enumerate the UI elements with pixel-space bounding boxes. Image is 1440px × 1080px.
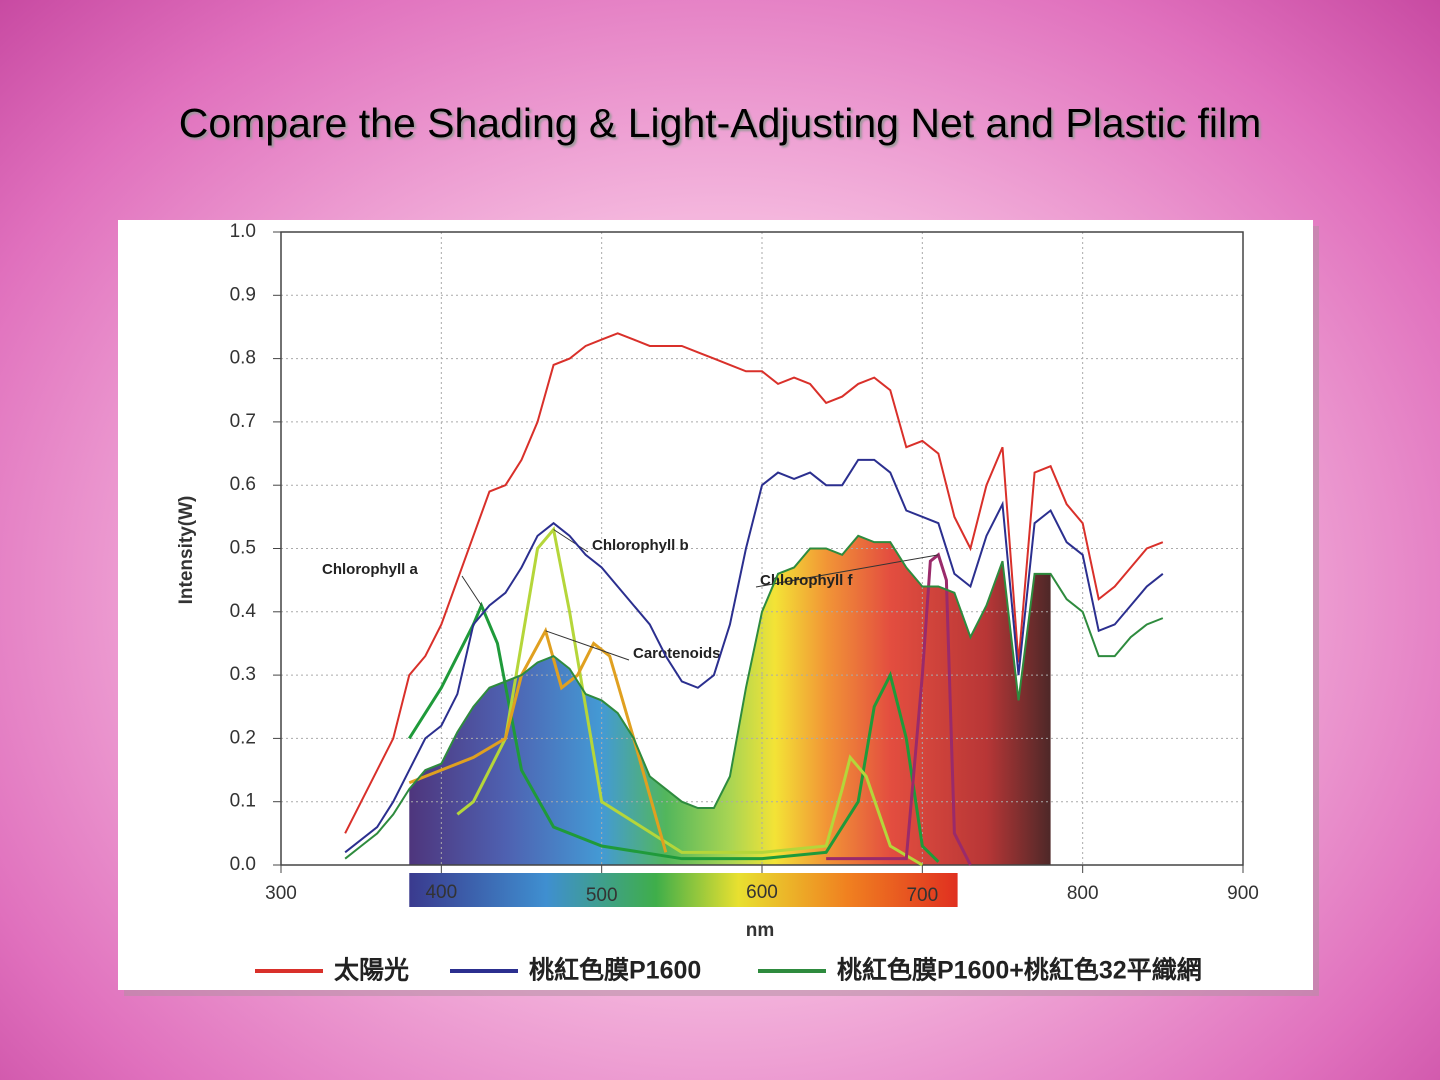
slide-title: Compare the Shading & Light-Adjusting Ne…	[178, 100, 1262, 146]
series-line	[344, 458, 1164, 854]
legend-label: 桃紅色膜P1600	[529, 956, 701, 985]
y-tick-label: 0.8	[230, 348, 256, 369]
annotation-label: Carotenoids	[633, 645, 721, 662]
y-tick-label: 0.6	[230, 474, 256, 495]
y-tick-label: 0.1	[230, 791, 256, 812]
y-tick-label: 0.7	[230, 411, 256, 432]
spectrum-band-label: 600	[746, 882, 778, 903]
annotation-pointer	[461, 575, 482, 606]
legend-label: 太陽光	[334, 957, 409, 985]
annotation-curve	[456, 526, 924, 867]
y-tick-label: 0.0	[230, 854, 256, 875]
annotation-curve	[408, 626, 668, 853]
spectrum-band-label: 500	[586, 885, 618, 906]
annotation-pointer	[553, 529, 589, 553]
x-tick-label: 800	[1067, 883, 1099, 904]
spectrum-band-label: 400	[425, 882, 457, 903]
y-tick-label: 0.2	[230, 727, 256, 748]
y-tick-label: 1.0	[230, 221, 256, 242]
spectrum-band	[409, 873, 958, 907]
annotation-pointer	[545, 630, 630, 661]
series-line	[344, 332, 1164, 834]
annotation-pointer	[755, 554, 939, 588]
y-tick-label: 0.9	[230, 284, 256, 305]
annotation-curve	[826, 552, 972, 866]
y-tick-label: 0.3	[230, 664, 256, 685]
x-tick-label: 900	[1227, 883, 1259, 904]
y-tick-label: 0.5	[230, 538, 256, 559]
legend-label: 桃紅色膜P1600+桃紅色32平織網	[837, 956, 1202, 985]
annotation-label: Chlorophyll a	[322, 561, 418, 578]
series-line	[344, 534, 1164, 860]
y-axis-label: Intensity(W)	[176, 496, 197, 605]
x-axis-label: nm	[746, 920, 775, 941]
annotation-curve	[407, 601, 940, 863]
spectrum-band-label: 700	[906, 885, 938, 906]
annotation-label: Chlorophyll b	[592, 537, 689, 554]
annotation-label: Chlorophyll f	[760, 572, 853, 589]
x-tick-label: 300	[265, 883, 297, 904]
plot-frame	[280, 231, 1244, 866]
spectrum-area	[409, 535, 1051, 865]
y-tick-label: 0.4	[230, 601, 257, 622]
